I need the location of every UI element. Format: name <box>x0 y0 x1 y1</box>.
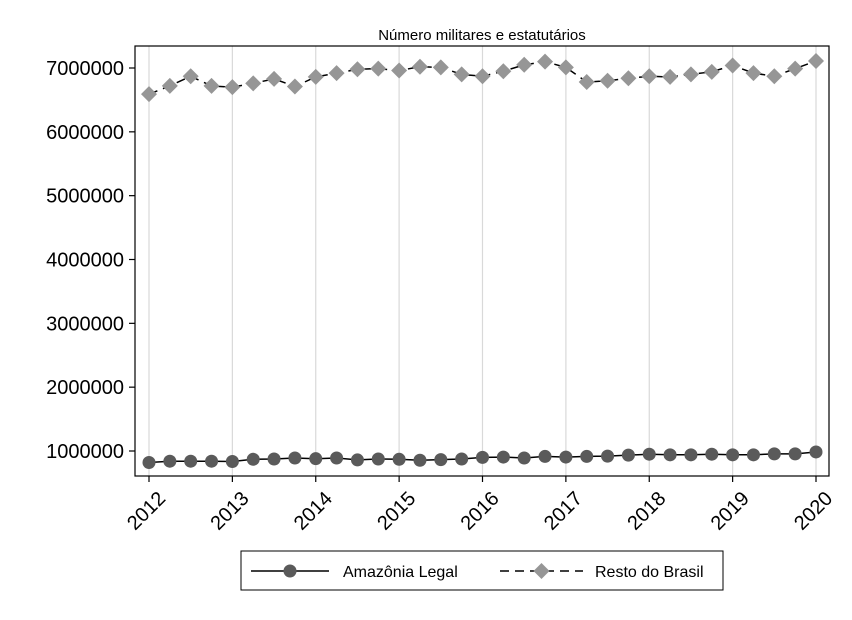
data-point <box>245 75 262 92</box>
data-point <box>726 448 740 462</box>
x-tick-label: 2017 <box>540 488 587 535</box>
data-point <box>349 61 366 78</box>
data-point <box>599 72 616 89</box>
series-layer <box>141 52 824 469</box>
y-tick-label: 2000000 <box>46 377 124 399</box>
data-point <box>391 62 408 79</box>
data-point <box>392 452 406 466</box>
series-0 <box>142 445 823 469</box>
data-point <box>682 66 699 83</box>
y-axis: 1000000 2000000 3000000 4000000 5000000 60000… <box>46 58 135 463</box>
data-point <box>746 448 760 462</box>
legend-marker <box>283 564 297 578</box>
y-tick-label: 1000000 <box>46 441 124 463</box>
data-point <box>766 68 783 85</box>
data-point <box>703 63 720 80</box>
data-point <box>161 77 178 94</box>
gridlines <box>148 46 817 476</box>
y-tick-label: 7000000 <box>46 58 124 80</box>
data-point <box>537 53 554 70</box>
data-point <box>163 454 177 468</box>
data-point <box>642 447 656 461</box>
x-tick-label: 2015 <box>373 488 420 535</box>
data-point <box>601 449 615 463</box>
legend-item-0: Amazônia Legal <box>251 564 458 581</box>
x-tick-label: 2013 <box>207 488 254 535</box>
y-tick-label: 5000000 <box>46 186 124 208</box>
data-point <box>641 68 658 85</box>
y-tick-label: 4000000 <box>46 250 124 272</box>
x-tick-label: 2018 <box>623 488 670 535</box>
series-1 <box>141 52 824 103</box>
data-point <box>808 52 824 69</box>
data-point <box>517 451 531 465</box>
data-point <box>224 79 241 96</box>
x-tick-label: 2019 <box>707 488 754 535</box>
data-point <box>307 68 324 85</box>
data-point <box>267 452 281 466</box>
data-point <box>288 451 302 465</box>
x-axis: 2012 2013 2014 2015 2016 2017 2018 2019 2020 <box>123 476 837 535</box>
data-point <box>621 448 635 462</box>
legend: Amazônia Legal Resto do Brasil <box>240 550 724 591</box>
data-point <box>788 447 802 461</box>
data-point <box>142 455 156 469</box>
data-point <box>663 448 677 462</box>
data-point <box>413 453 427 467</box>
data-point <box>724 57 741 74</box>
data-point <box>809 445 823 459</box>
data-point <box>434 453 448 467</box>
data-point <box>182 68 199 85</box>
data-point <box>370 60 387 77</box>
data-point <box>350 453 364 467</box>
data-point <box>662 68 679 85</box>
data-point <box>745 65 762 82</box>
data-point <box>203 77 220 94</box>
data-point <box>495 63 512 80</box>
data-point <box>432 59 449 76</box>
data-point <box>328 65 345 82</box>
data-point <box>580 449 594 463</box>
data-point <box>205 454 219 468</box>
x-tick-label: 2016 <box>457 488 504 535</box>
legend-item-1: Resto do Brasil <box>500 563 704 581</box>
x-tick-label: 2012 <box>123 488 170 535</box>
data-point <box>578 74 595 91</box>
data-point <box>559 450 573 464</box>
data-point <box>225 455 239 469</box>
data-point <box>684 448 698 462</box>
legend-marker <box>533 563 550 579</box>
data-point <box>246 452 260 466</box>
chart-title: Número militares e estatutários <box>378 27 586 44</box>
data-point <box>266 70 283 87</box>
data-point <box>476 450 489 464</box>
data-point <box>496 450 510 464</box>
data-point <box>787 60 804 77</box>
data-point <box>474 68 491 85</box>
x-tick-label: 2020 <box>790 488 837 535</box>
y-tick-label: 3000000 <box>46 313 124 335</box>
y-tick-label: 6000000 <box>46 122 124 144</box>
data-point <box>309 452 323 466</box>
x-tick-label: 2014 <box>290 488 337 535</box>
data-point <box>538 449 552 463</box>
data-point <box>620 70 637 87</box>
data-point <box>453 66 470 83</box>
data-point <box>767 447 781 461</box>
data-point <box>557 59 574 76</box>
data-point <box>286 78 303 95</box>
data-point <box>141 86 157 103</box>
data-point <box>516 56 533 73</box>
data-point <box>330 451 344 465</box>
data-point <box>371 452 385 466</box>
data-point <box>705 447 719 461</box>
legend-label: Amazônia Legal <box>343 564 458 581</box>
legend-label: Resto do Brasil <box>595 564 704 581</box>
data-point <box>411 58 428 75</box>
data-point <box>455 452 469 466</box>
data-point <box>184 454 198 468</box>
